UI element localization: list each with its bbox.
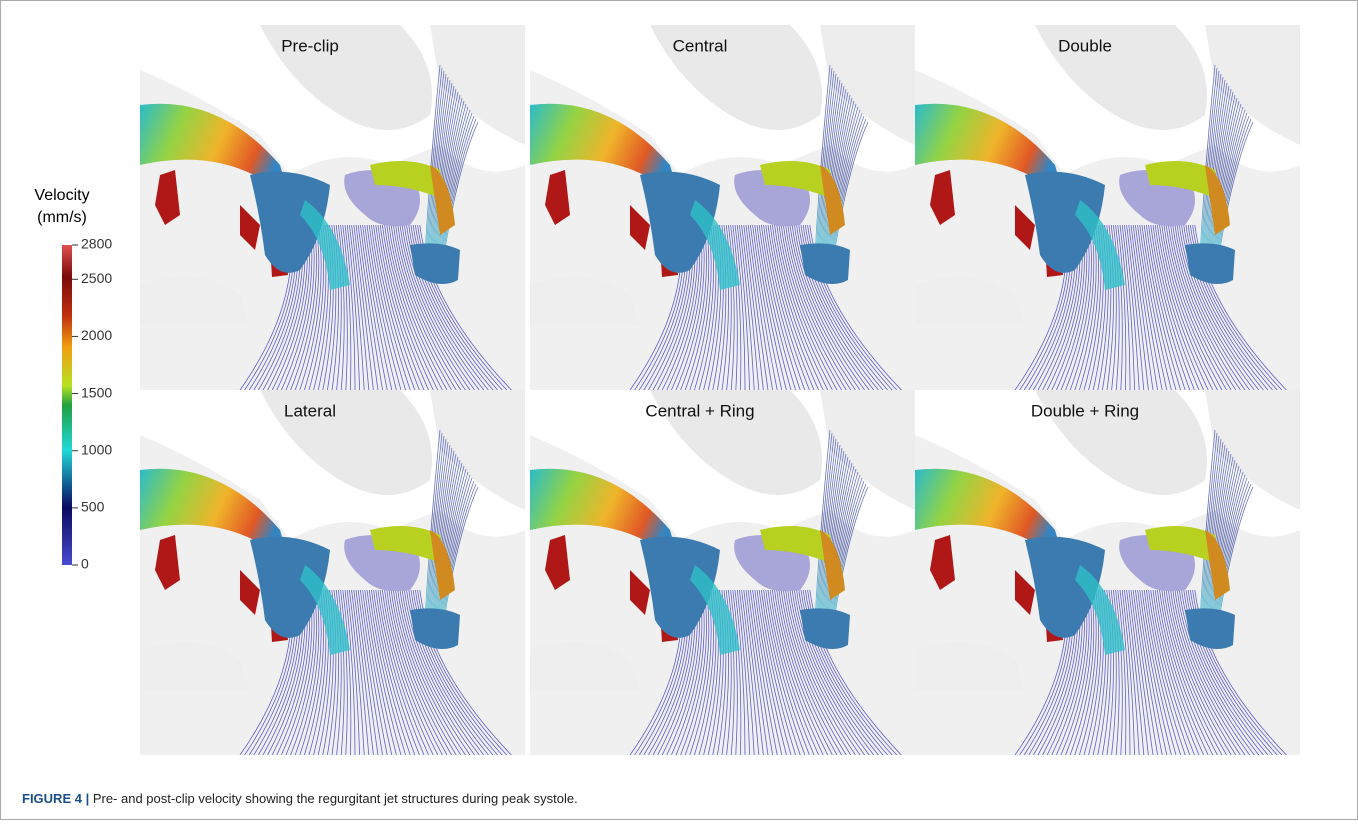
panel-title: Double + Ring <box>1031 401 1139 420</box>
panel-title: Pre-clip <box>281 36 339 55</box>
figure: Pre-clip Central Double Lateral Central + Ri… <box>0 0 1358 820</box>
panel-grid: Pre-clip Central Double Lateral Central + Ri… <box>140 25 1300 755</box>
panel-title: Lateral <box>284 401 336 420</box>
panel-image <box>140 25 525 390</box>
panel-title: Central + Ring <box>645 401 754 420</box>
caption: FIGURE 4 | Pre- and post-clip velocity s… <box>22 791 578 806</box>
colorbar-tick-label: 0 <box>81 556 89 572</box>
colorbar: Velocity (mm/s) 0 500 1000 1500 2000 2500 2800 <box>34 187 112 571</box>
colorbar-tick-label: 1500 <box>81 384 112 400</box>
colorbar-scale <box>62 245 72 565</box>
panel-image <box>915 390 1300 755</box>
colorbar-tick-label: 1000 <box>81 441 112 457</box>
panel-image <box>140 390 525 755</box>
panel-title: Double <box>1058 36 1112 55</box>
caption-text: Pre- and post-clip velocity showing the … <box>93 791 578 806</box>
caption-label: FIGURE 4 | <box>22 791 89 806</box>
colorbar-unit: (mm/s) <box>37 209 87 226</box>
panel-image <box>530 390 915 755</box>
panel-image <box>915 25 1300 390</box>
colorbar-tick-label: 2000 <box>81 327 112 343</box>
panel-title: Central <box>673 36 728 55</box>
colorbar-tick-label: 2800 <box>81 236 112 252</box>
colorbar-title: Velocity <box>34 187 89 204</box>
panel-image <box>530 25 915 390</box>
colorbar-tick-label: 2500 <box>81 270 112 286</box>
colorbar-tick-label: 500 <box>81 499 105 515</box>
